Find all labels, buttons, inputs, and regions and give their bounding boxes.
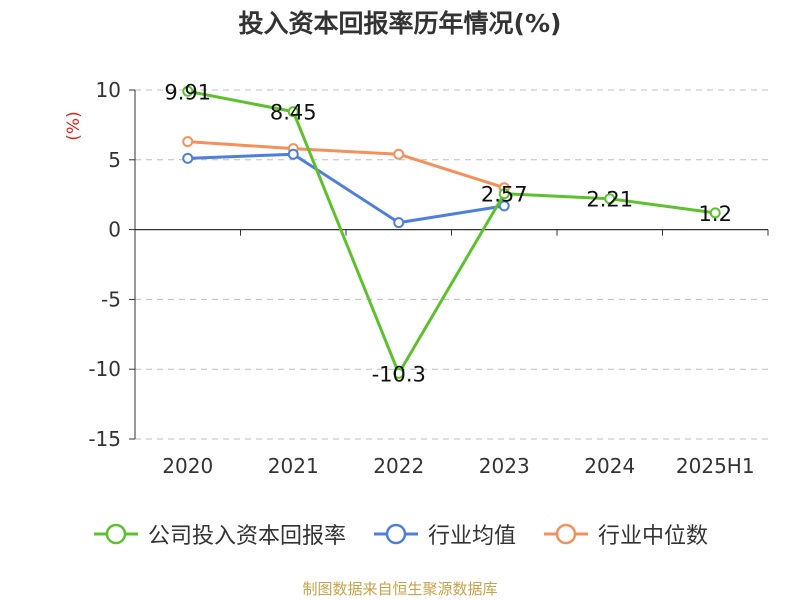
series-line-1 [187,152,505,225]
source-note: 制图数据来自恒生聚源数据库 [302,580,498,598]
series-line-2 [187,140,505,190]
legend-circle [385,523,407,545]
series-point [709,207,721,219]
legend-marker-icon [544,523,588,545]
data-label: 1.2 [699,202,732,226]
legend-marker-icon [93,523,138,545]
legend-label: 行业中位数 [598,524,709,549]
legend-label: 公司投入资本回报率 [147,524,346,549]
data-label: 9.91 [164,80,211,104]
y-tick-label: 5 [108,148,121,172]
legend-circle [555,523,577,545]
axes: 10 5 0 -5 -10 -15 2020 2021 2022 2023 2024 2025H1 (%… [64,78,769,478]
data-label: 2.57 [481,183,528,207]
y-axis-label: (%) [64,111,84,140]
x-tick-label: 2020 [162,454,213,478]
x-tick-label: 2022 [373,454,424,478]
label-group: 9.91 8.45 -10.3 2.57 2.21 1.2 [164,80,732,386]
series-point [287,148,299,160]
series-point [393,217,405,229]
y-tick-label: -10 [88,357,121,381]
data-label: -10.3 [372,362,426,386]
chart-title: 投入资本回报率历年情况(%) [238,9,562,38]
series-point [393,367,405,379]
legend: 公司投入资本回报率 行业均值 行业中位数 [0,518,800,550]
legend-marker-icon [373,523,418,545]
data-label: 8.45 [270,101,317,125]
series-point [498,200,510,212]
series-point [182,136,194,148]
x-tick-label: 2021 [268,454,319,478]
series-point [498,188,510,200]
series-point [604,193,616,205]
legend-circle [105,523,127,545]
series-point [182,152,194,164]
legend-item[interactable]: 行业中位数 [542,518,708,550]
y-tick-label: -15 [88,427,121,451]
y-tick-label: 0 [108,218,121,242]
legend-item[interactable]: 行业均值 [372,518,516,550]
legend-item[interactable]: 公司投入资本回报率 [92,518,346,550]
y-tick-label: 10 [96,78,121,102]
x-tick-label: 2024 [584,454,635,478]
series-point [287,106,299,118]
series-group [182,85,721,379]
y-tick-label: -5 [101,287,121,311]
x-tick-label: 2023 [479,454,530,478]
x-tick-label: 2025H1 [676,454,755,478]
series-line-0 [187,89,716,375]
grid-lines [135,89,768,440]
legend-label: 行业均值 [427,524,516,549]
series-point [182,85,194,97]
series-point [393,148,405,160]
data-label: 2.21 [586,188,633,212]
